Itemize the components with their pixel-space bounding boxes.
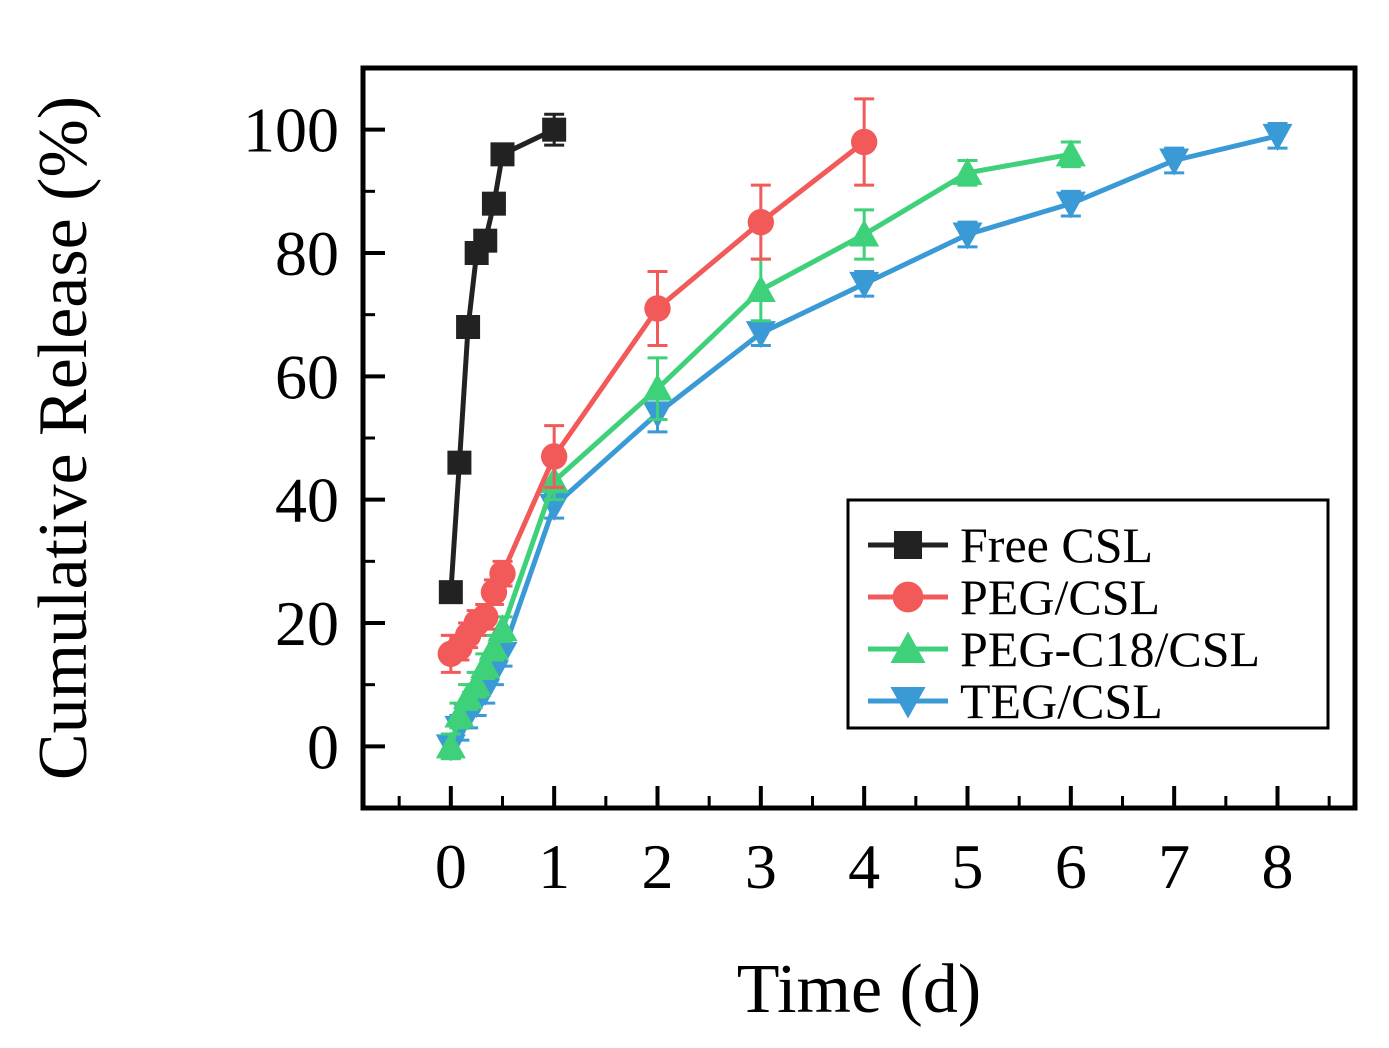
legend-marker xyxy=(894,531,922,559)
x-tick-label: 8 xyxy=(1262,831,1294,902)
y-tick-label: 0 xyxy=(307,711,339,782)
data-point-peg-c18-csl xyxy=(470,651,501,679)
data-point-peg-c18-csl xyxy=(478,632,509,660)
data-point-teg-csl xyxy=(849,271,880,299)
x-tick-label: 4 xyxy=(848,831,880,902)
series-peg-csl xyxy=(437,97,878,674)
data-point-peg-c18-csl xyxy=(952,157,983,185)
legend-marker xyxy=(890,687,926,719)
data-point-free-csl xyxy=(542,117,567,142)
data-point-peg-csl xyxy=(540,443,568,470)
legend-label: PEG-C18/CSL xyxy=(960,621,1260,677)
data-point-peg-c18-csl xyxy=(435,731,466,759)
data-point-teg-csl xyxy=(1055,191,1086,219)
y-tick-label: 100 xyxy=(243,95,339,166)
data-point-peg-csl xyxy=(472,603,499,631)
x-tick-label: 5 xyxy=(952,831,984,902)
data-point-free-csl xyxy=(473,228,498,253)
data-point-teg-csl xyxy=(745,321,776,349)
y-tick-label: 40 xyxy=(275,465,339,536)
legend-entry-peg-csl: PEG/CSL xyxy=(868,569,1160,625)
data-point-teg-csl xyxy=(1262,123,1293,151)
data-point-peg-c18-csl xyxy=(1055,139,1086,167)
legend-marker xyxy=(890,631,926,663)
data-point-free-csl xyxy=(438,580,463,605)
data-point-peg-csl xyxy=(747,208,775,236)
series-free-csl xyxy=(438,112,567,605)
x-tick-label: 3 xyxy=(745,831,777,902)
legend-box xyxy=(846,498,1330,730)
data-point-free-csl xyxy=(456,315,481,339)
y-tick-label: 80 xyxy=(275,218,339,289)
data-point-peg-c18-csl xyxy=(461,669,492,697)
data-point-peg-csl xyxy=(489,560,516,587)
legend-label: PEG/CSL xyxy=(960,569,1160,625)
x-tick-label: 2 xyxy=(642,831,674,902)
data-point-peg-csl xyxy=(644,295,671,322)
data-point-peg-c18-csl xyxy=(444,700,475,728)
legend-entry-free-csl: Free CSL xyxy=(868,517,1153,573)
y-axis-title: Cumulative Release (%) xyxy=(25,96,102,780)
legend-label: Free CSL xyxy=(960,517,1153,573)
data-point-free-csl xyxy=(447,450,472,475)
x-tick-label: 1 xyxy=(538,831,570,902)
legend-entry-peg-c18-csl: PEG-C18/CSL xyxy=(868,621,1260,677)
legend-marker xyxy=(892,581,924,613)
plot-frame xyxy=(360,65,1358,811)
data-point-peg-c18-csl xyxy=(745,275,776,302)
y-tick-label: 20 xyxy=(275,588,339,659)
y-tick-label: 60 xyxy=(275,341,339,412)
data-point-teg-csl xyxy=(952,222,983,250)
data-point-peg-c18-csl xyxy=(849,219,880,247)
data-point-peg-c18-csl xyxy=(642,373,673,401)
x-tick-label: 6 xyxy=(1055,831,1087,902)
data-point-peg-csl xyxy=(850,128,878,156)
data-point-teg-csl xyxy=(1159,148,1190,176)
x-axis-title: Time (d) xyxy=(737,951,981,1028)
x-tick-label: 0 xyxy=(435,831,467,902)
data-point-free-csl xyxy=(490,142,515,167)
series-layer xyxy=(435,97,1293,762)
data-point-peg-c18-csl xyxy=(487,614,518,642)
legend-label: TEG/CSL xyxy=(960,673,1163,729)
x-tick-label: 7 xyxy=(1158,831,1190,902)
legend-entry-teg-csl: TEG/CSL xyxy=(868,673,1163,729)
data-point-free-csl xyxy=(481,191,506,216)
